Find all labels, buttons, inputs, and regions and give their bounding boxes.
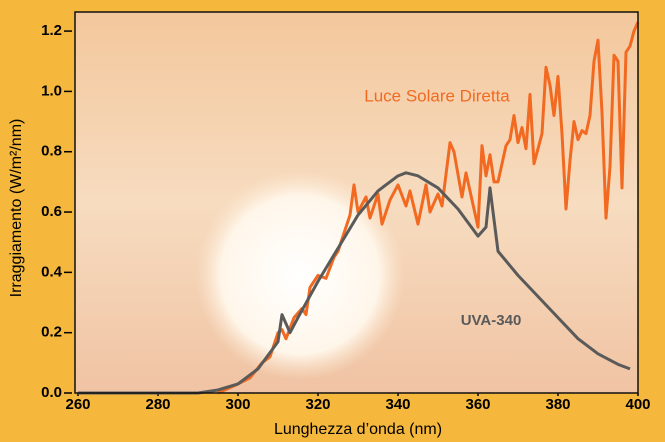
series-line <box>78 171 631 395</box>
y-tick-label: 0.0 <box>41 384 62 401</box>
y-tick-label: 0.2 <box>41 324 62 341</box>
y-tick-label: 0.6 <box>41 203 62 220</box>
y-tick-label: 0.8 <box>41 143 62 160</box>
x-tick-label: 400 <box>625 396 650 413</box>
x-tick-label: 320 <box>305 396 330 413</box>
x-tick-label: 380 <box>545 396 570 413</box>
axes <box>74 11 639 394</box>
y-tick-label: 0.4 <box>41 263 63 280</box>
x-tick-label: 360 <box>465 396 490 413</box>
annotation: UVA-340 <box>461 312 522 329</box>
series-line <box>217 21 640 395</box>
x-tick-label: 280 <box>145 396 170 413</box>
x-tick-label: 340 <box>385 396 410 413</box>
x-axis-label: Lunghezza d’onda (nm) <box>274 421 442 438</box>
x-tick-label: 260 <box>65 396 90 413</box>
sun <box>195 170 405 380</box>
annotation: Luce Solare Diretta <box>364 86 510 105</box>
y-tick-label: 1.0 <box>41 82 62 99</box>
x-tick-label: 300 <box>225 396 250 413</box>
y-tick-label: 1.2 <box>41 22 62 39</box>
y-axis-label: Irraggiamento (W/m²/nm) <box>8 119 25 298</box>
